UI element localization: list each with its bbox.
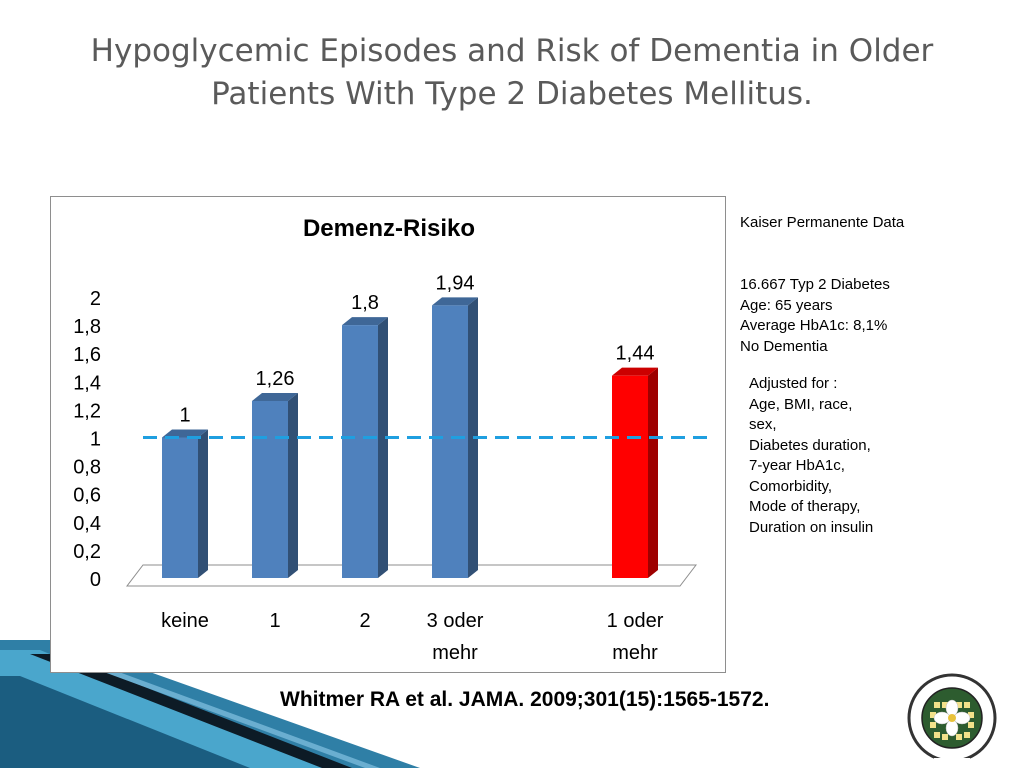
cohort-line: Age: 65 years (740, 296, 833, 314)
y-tick-label: 1,2 (73, 400, 101, 422)
y-tick-label: 1,4 (73, 372, 101, 394)
y-tick-label: 0 (90, 569, 101, 591)
x-tick-label: 1 (269, 610, 280, 632)
chart-title: Demenz-Risiko (303, 215, 475, 242)
y-tick-label: 0,8 (73, 457, 101, 479)
data-label: 1,8 (351, 292, 379, 314)
bar-top (432, 297, 478, 306)
association-seal-logo (907, 673, 997, 766)
data-label: 1,94 (436, 272, 475, 294)
adjusted-line: Duration on insulin (749, 518, 874, 536)
x-tick-label: 1 oder mehr (607, 610, 664, 664)
data-label: 1,44 (616, 343, 655, 365)
data-label: 1 (179, 405, 190, 427)
bar (342, 325, 378, 578)
chart-floor (125, 564, 698, 587)
bar-chart: Demenz-Risiko 0 0,2 0,4 0,6 0,8 1 1,2 1,4 1,6 1,8 2… (73, 215, 707, 664)
slide-title-line-1: Hypoglycemic Episodes and Risk of Dement… (90, 33, 934, 69)
data-label: 1,26 (256, 368, 295, 390)
adjusted-line: Mode of therapy, (749, 498, 861, 515)
cohort-line: 16.667 Typ 2 Diabetes (740, 276, 890, 293)
bar-side (648, 367, 658, 578)
x-tick-label: keine (161, 610, 209, 632)
bar-side (378, 317, 388, 578)
x-tick-label: 3 oder mehr (427, 610, 484, 664)
cohort-line: Average HbA1c: 8,1% (740, 317, 888, 334)
y-tick-label: 1,6 (73, 344, 101, 366)
bar-top (162, 429, 208, 438)
x-tick-label: 2 (359, 610, 370, 632)
cohort-note: 16.667 Typ 2 Diabetes Age: 65 years Aver… (740, 275, 890, 357)
bar-top (342, 317, 388, 326)
bar-top (612, 367, 658, 376)
adjustment-note: Adjusted for : Age, BMI, race, sex, Diab… (749, 374, 873, 538)
adjusted-line: Adjusted for : (749, 375, 838, 392)
bar (252, 400, 288, 578)
adjusted-line: Comorbidity, (749, 477, 833, 495)
slide-title: Hypoglycemic Episodes and Risk of Dement… (40, 30, 984, 116)
slide-title-line-2: Patients With Type 2 Diabetes Mellitus. (211, 76, 813, 112)
y-tick-label: 0,6 (73, 485, 101, 507)
y-tick-label: 0,4 (73, 513, 101, 535)
data-source-note: Kaiser Permanente Data (740, 213, 904, 234)
bar-side (198, 429, 208, 578)
bar-side (288, 392, 298, 578)
y-tick-label: 1 (90, 429, 101, 451)
adjusted-line: sex, (749, 416, 777, 433)
adjusted-line: 7-year HbA1c, (749, 457, 845, 474)
y-tick-label: 2 (90, 288, 101, 310)
cohort-line: No Dementia (740, 337, 828, 355)
adjusted-line: Diabetes duration, (749, 436, 871, 454)
bar (612, 375, 648, 578)
adjusted-line: Age, BMI, race, (749, 395, 853, 413)
source-text: Kaiser Permanente Data (740, 214, 905, 231)
y-tick-label: 0,2 (73, 541, 101, 563)
citation: Whitmer RA et al. JAMA. 2009;301(15):156… (280, 688, 770, 711)
y-tick-label: 1,8 (73, 316, 101, 338)
chart-frame: Demenz-Risiko 0 0,2 0,4 0,6 0,8 1 1,2 1,4 1,6 1,8 2… (50, 196, 726, 673)
bar (432, 305, 468, 578)
bar-top (252, 392, 298, 401)
bar (162, 437, 198, 578)
